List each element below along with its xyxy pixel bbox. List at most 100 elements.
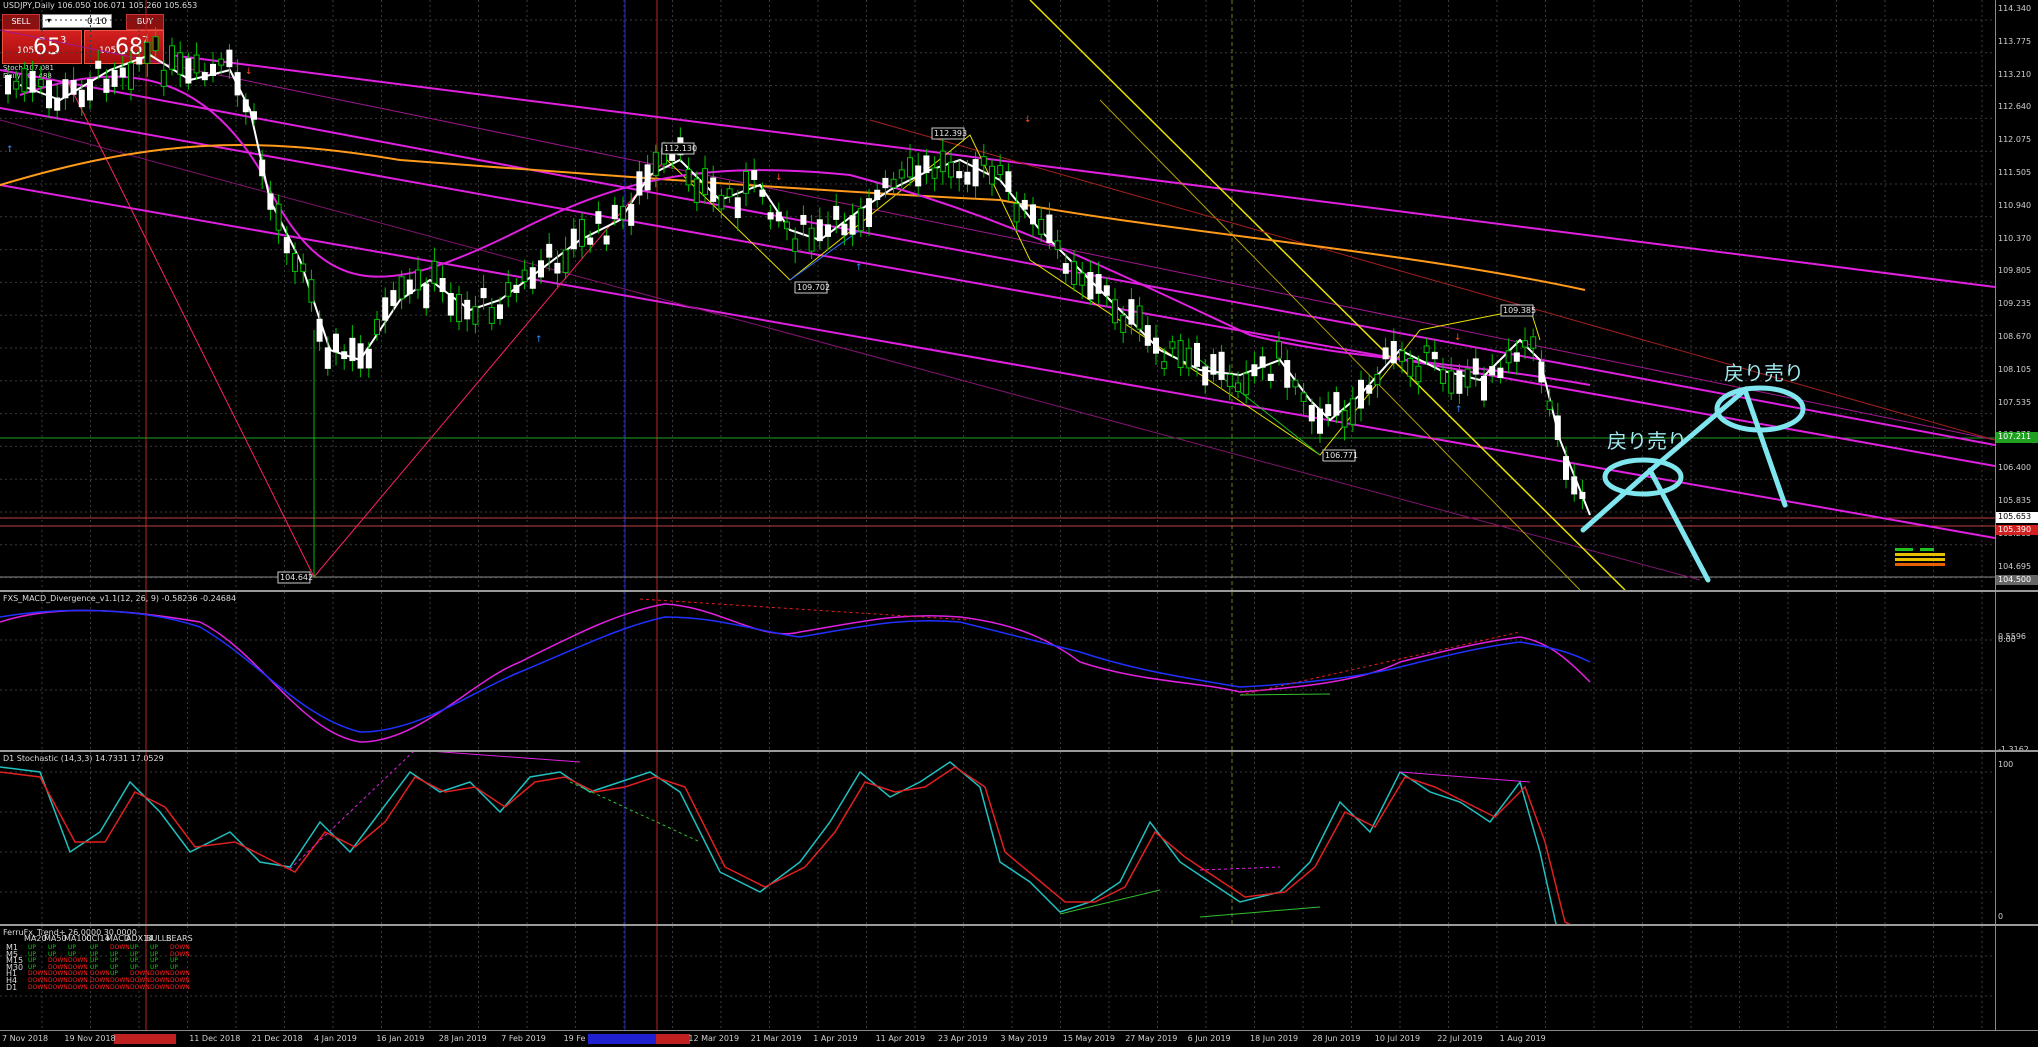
- candle: [29, 70, 36, 93]
- candle: [1431, 351, 1438, 360]
- candle: [833, 205, 840, 220]
- candle: [546, 243, 553, 258]
- candle: [423, 283, 430, 309]
- trend-cell: DOWN: [170, 950, 190, 958]
- time-tick: 7 Feb 2019: [501, 1034, 546, 1043]
- candle: [160, 69, 167, 87]
- price-tick: 110.940: [1998, 200, 2032, 210]
- buy-price-box[interactable]: 105 68 7: [84, 30, 164, 64]
- candle: [103, 78, 110, 93]
- price-tick: 107.535: [1998, 397, 2032, 407]
- candle: [1194, 342, 1200, 367]
- trend-cell: UP: [170, 957, 179, 965]
- trend-header: CCI14: [86, 934, 110, 943]
- buy-button[interactable]: BUY: [126, 14, 164, 30]
- candle: [1530, 336, 1537, 349]
- candle: [1366, 385, 1373, 394]
- candle: [1415, 365, 1422, 383]
- sell-button[interactable]: SELL: [2, 14, 40, 30]
- trend-header: MACD: [106, 934, 130, 943]
- trend-cell: UP: [90, 957, 99, 965]
- time-tick: 7 Nov 2018: [2, 1034, 49, 1043]
- time-tick: 1 Aug 2019: [1499, 1034, 1546, 1043]
- time-highlight-red: [114, 1034, 176, 1044]
- candle: [390, 290, 397, 306]
- candle: [1013, 203, 1020, 223]
- trend-cell: DOWN: [68, 977, 88, 984]
- time-axis[interactable]: 7 Nov 2018 19 Nov 2018 11 Dec 2018 21 Dec 2…: [0, 1030, 2038, 1047]
- trend-cell: UP: [110, 970, 119, 978]
- candle: [1546, 400, 1553, 411]
- candle: [464, 299, 471, 320]
- candle: [1554, 415, 1561, 440]
- candle: [841, 223, 848, 236]
- candle: [997, 165, 1004, 176]
- trend-cell: DOWN: [150, 977, 170, 984]
- trend-cell: DOWN: [68, 963, 88, 971]
- stochastic-pane[interactable]: D1 Stochastic (14,3,3) 14.7331 17.0529: [0, 752, 1995, 924]
- time-tick: 27 May 2019: [1125, 1034, 1178, 1043]
- down-arrow-icon: ↓: [775, 173, 783, 183]
- price-chart-canvas[interactable]: 112.130 112.393 109.702 109.385 106.771 …: [0, 0, 1995, 590]
- time-tick: 6 Jun 2019: [1187, 1034, 1231, 1043]
- candle: [398, 276, 405, 300]
- candle: [201, 72, 208, 81]
- candle: [529, 267, 536, 289]
- candle: [726, 188, 733, 198]
- candle: [70, 80, 77, 95]
- trend-pane[interactable]: FerruFx_Trend+ 26.0000 30.0000: [0, 926, 1995, 1030]
- candle: [849, 215, 856, 235]
- trend-cell: DOWN: [68, 957, 88, 965]
- candle: [890, 178, 897, 189]
- trend-cell: UP: [130, 950, 139, 958]
- candle: [177, 52, 184, 75]
- candle: [939, 150, 946, 173]
- candle: [1054, 240, 1061, 250]
- stochastic-axis: 100 0: [1995, 752, 2038, 924]
- candle: [374, 319, 380, 335]
- candle: [1481, 375, 1487, 401]
- candle: [554, 262, 561, 274]
- price-axis[interactable]: 114.340 113.775 113.210 112.640 112.075 111.5…: [1995, 0, 2038, 590]
- price-chart-pane[interactable]: USDJPY,Daily 106.050 106.071 105.260 105…: [0, 0, 1995, 590]
- time-tick: 21 Mar 2019: [750, 1034, 802, 1043]
- candle: [620, 205, 626, 220]
- trend-cell: DOWN: [28, 970, 48, 978]
- candle: [292, 252, 298, 272]
- pane-separator[interactable]: [0, 750, 2038, 752]
- time-tick: 1 Apr 2019: [813, 1034, 858, 1043]
- bottom-level-tag: 104.500: [1996, 575, 2038, 585]
- trend-header: BEARS: [166, 934, 193, 943]
- trend-cell: UP: [150, 963, 159, 971]
- candle: [275, 203, 282, 231]
- candle: [513, 284, 520, 293]
- time-highlight-red: [656, 1034, 690, 1044]
- trend-timeframe: M1: [6, 943, 18, 952]
- candle: [874, 189, 881, 201]
- annotation-label-1: 戻り売り: [1607, 429, 1687, 453]
- pane-separator[interactable]: [0, 590, 2038, 592]
- trend-cell: UP: [28, 957, 37, 965]
- candle: [226, 49, 233, 68]
- lot-size-input[interactable]: 0.10: [42, 14, 112, 28]
- candle: [1456, 370, 1463, 394]
- price-tick: 104.695: [1998, 561, 2032, 571]
- label-106771: 106.771: [1325, 451, 1358, 460]
- candle: [587, 237, 594, 245]
- macd-pane[interactable]: FXS_MACD_Divergence_v1.1(12, 26, 9) -0.5…: [0, 592, 1995, 750]
- trend-cell: UP: [110, 963, 119, 971]
- trend-cell: UP: [150, 957, 159, 965]
- candle: [1120, 314, 1127, 333]
- candle: [1210, 354, 1217, 375]
- candle: [1407, 357, 1414, 377]
- candle: [1292, 379, 1299, 388]
- trend-cell: DOWN: [130, 977, 150, 984]
- candle: [579, 219, 585, 247]
- candle: [1243, 373, 1250, 396]
- pane-separator[interactable]: [0, 924, 2038, 926]
- candle: [1218, 351, 1225, 380]
- candle: [538, 260, 544, 278]
- candle: [13, 80, 20, 90]
- candle: [1382, 347, 1389, 360]
- lot-dropdown-icon[interactable]: ▾: [46, 16, 51, 25]
